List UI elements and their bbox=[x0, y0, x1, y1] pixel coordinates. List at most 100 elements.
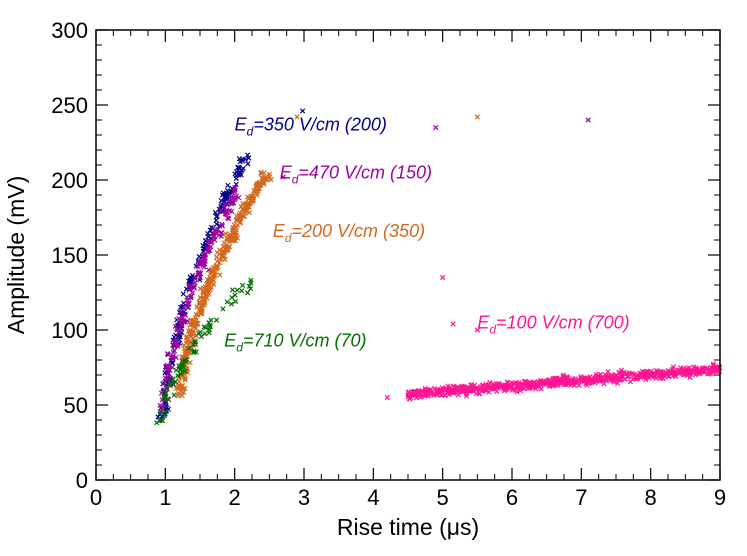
data-point bbox=[701, 369, 707, 375]
data-point bbox=[186, 283, 192, 289]
data-point bbox=[384, 394, 390, 401]
data-point bbox=[229, 287, 236, 293]
data-point bbox=[209, 269, 215, 275]
data-point bbox=[468, 382, 474, 388]
data-point bbox=[223, 211, 229, 217]
data-point bbox=[196, 269, 202, 275]
data-point bbox=[247, 286, 254, 292]
data-point bbox=[162, 397, 169, 404]
data-point bbox=[182, 368, 188, 375]
data-point bbox=[237, 159, 243, 165]
data-point bbox=[220, 253, 226, 259]
series-label: Ed=350 V/cm (200) bbox=[235, 115, 387, 139]
data-point bbox=[683, 368, 689, 375]
data-point bbox=[229, 294, 235, 301]
data-point bbox=[231, 229, 237, 236]
data-point bbox=[193, 349, 199, 355]
data-point bbox=[238, 204, 244, 210]
data-point bbox=[169, 380, 176, 386]
data-point bbox=[553, 375, 559, 382]
data-point bbox=[205, 231, 211, 237]
data-point bbox=[172, 379, 179, 385]
data-point bbox=[486, 384, 492, 390]
data-point bbox=[175, 341, 181, 347]
data-point bbox=[225, 182, 231, 188]
data-point bbox=[614, 380, 621, 387]
data-point bbox=[219, 223, 226, 229]
data-point bbox=[528, 381, 534, 387]
data-point bbox=[232, 298, 239, 305]
data-point bbox=[218, 208, 224, 214]
data-point bbox=[627, 379, 634, 385]
data-point bbox=[666, 374, 672, 380]
data-point bbox=[245, 194, 251, 200]
data-point bbox=[692, 366, 698, 372]
data-point bbox=[573, 379, 579, 385]
data-point bbox=[192, 339, 198, 345]
data-point bbox=[481, 385, 488, 391]
data-point bbox=[211, 233, 217, 239]
data-point bbox=[691, 369, 697, 376]
data-point bbox=[246, 155, 252, 161]
data-point bbox=[559, 378, 565, 384]
data-point bbox=[173, 367, 179, 373]
data-point bbox=[200, 262, 206, 268]
data-point bbox=[406, 389, 412, 395]
data-point bbox=[225, 236, 232, 242]
data-point bbox=[417, 394, 424, 400]
data-point bbox=[164, 351, 171, 357]
data-point bbox=[616, 375, 623, 382]
data-point bbox=[156, 418, 163, 424]
data-point bbox=[525, 385, 532, 391]
data-point bbox=[181, 342, 187, 349]
data-point bbox=[176, 329, 182, 335]
data-point bbox=[655, 369, 662, 375]
data-point bbox=[626, 373, 632, 380]
y-tick-label: 50 bbox=[64, 393, 88, 418]
data-point bbox=[226, 244, 233, 250]
data-point bbox=[585, 117, 591, 123]
data-point bbox=[490, 381, 496, 387]
data-point bbox=[178, 371, 184, 377]
data-point bbox=[554, 381, 561, 387]
data-point bbox=[470, 386, 477, 392]
y-tick-label: 100 bbox=[51, 318, 88, 343]
data-point bbox=[417, 389, 423, 395]
data-point bbox=[455, 389, 461, 395]
data-point bbox=[474, 327, 480, 333]
data-point bbox=[182, 312, 188, 318]
data-point bbox=[172, 323, 178, 330]
data-point bbox=[258, 169, 264, 176]
data-point bbox=[180, 386, 186, 392]
data-point bbox=[459, 384, 466, 390]
data-point bbox=[253, 183, 259, 189]
data-point bbox=[184, 333, 190, 339]
data-point bbox=[222, 201, 228, 207]
data-point bbox=[171, 334, 177, 340]
data-point bbox=[490, 386, 496, 392]
data-point bbox=[207, 324, 214, 330]
data-point bbox=[234, 287, 240, 293]
data-point bbox=[598, 374, 605, 380]
data-point bbox=[216, 256, 223, 263]
data-point bbox=[162, 375, 168, 381]
x-tick-label: 0 bbox=[90, 485, 102, 510]
data-point bbox=[205, 245, 212, 252]
data-point bbox=[211, 234, 217, 240]
data-point bbox=[254, 189, 260, 196]
data-point bbox=[205, 239, 212, 245]
data-point bbox=[248, 277, 254, 283]
data-point bbox=[163, 390, 169, 396]
data-point bbox=[432, 386, 438, 392]
data-point bbox=[245, 161, 251, 167]
data-points bbox=[154, 108, 723, 426]
series-label: Ed=100 V/cm (700) bbox=[477, 313, 629, 337]
data-point bbox=[237, 168, 243, 175]
data-point bbox=[183, 335, 190, 341]
data-point bbox=[550, 383, 556, 389]
data-point bbox=[233, 175, 239, 182]
x-tick-label: 9 bbox=[714, 485, 726, 510]
data-point bbox=[552, 375, 558, 382]
data-point bbox=[294, 114, 300, 120]
data-point bbox=[205, 288, 211, 295]
